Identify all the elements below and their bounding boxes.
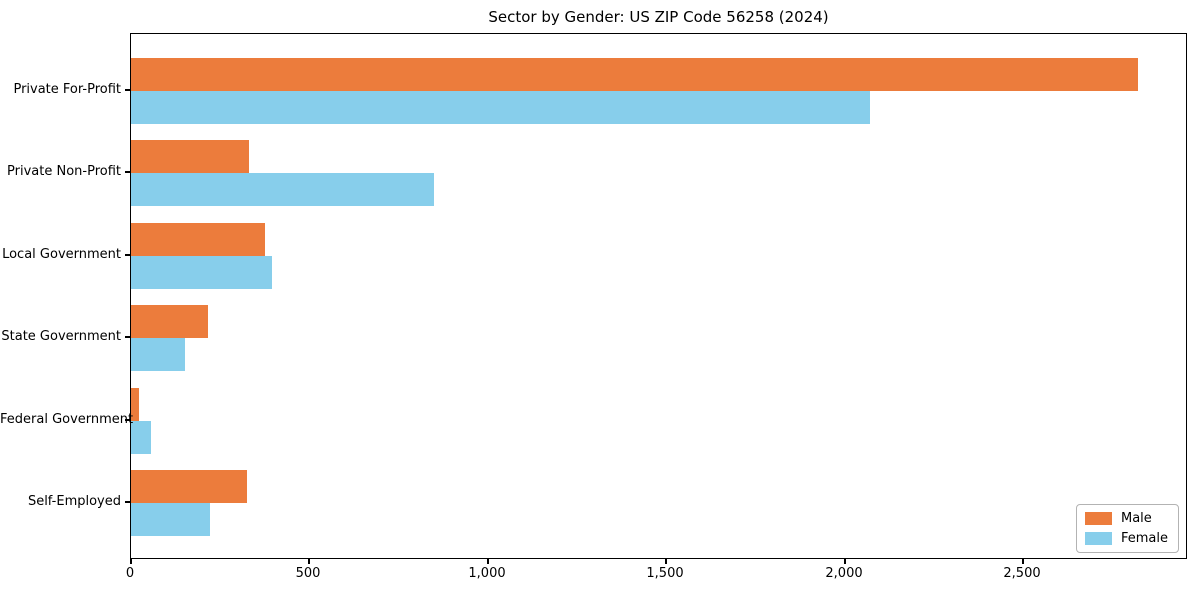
y-category-label-local-government: Local Government: [2, 247, 121, 262]
bar-female-local-government: [131, 256, 272, 289]
x-tick-label-1000: 1,000: [468, 566, 506, 581]
x-tick-1500: [665, 559, 667, 564]
legend-swatch-female: [1084, 532, 1112, 545]
bar-female-private-for-profit: [131, 91, 870, 124]
bar-female-self-employed: [131, 503, 210, 536]
bar-male-private-non-profit: [131, 140, 249, 173]
bar-male-state-government: [131, 305, 208, 338]
y-tick-federal-government: [125, 419, 130, 421]
y-tick-local-government: [125, 254, 130, 256]
bar-female-state-government: [131, 338, 185, 371]
y-category-label-private-for-profit: Private For-Profit: [13, 82, 121, 97]
bar-female-federal-government: [131, 421, 151, 454]
bar-male-federal-government: [131, 388, 139, 421]
plot-area: [130, 33, 1187, 559]
legend-item-female: Female: [1084, 531, 1168, 546]
y-tick-private-for-profit: [125, 89, 130, 91]
legend-item-male: Male: [1084, 511, 1168, 526]
y-category-label-private-non-profit: Private Non-Profit: [7, 164, 121, 179]
legend-swatch-male: [1084, 512, 1112, 525]
y-category-label-self-employed: Self-Employed: [27, 494, 121, 509]
bar-male-self-employed: [131, 470, 247, 503]
legend-label-male: Male: [1120, 511, 1152, 526]
chart-title: Sector by Gender: US ZIP Code 56258 (202…: [488, 8, 829, 26]
y-category-label-state-government: State Government: [1, 329, 121, 344]
bar-female-private-non-profit: [131, 173, 434, 206]
x-tick-label-1500: 1,500: [646, 566, 684, 581]
x-tick-label-2500: 2,500: [1003, 566, 1041, 581]
x-tick-label-0: 0: [125, 566, 135, 581]
y-tick-state-government: [125, 336, 130, 338]
x-tick-500: [308, 559, 310, 564]
y-category-label-federal-government: Federal Government: [0, 412, 134, 427]
y-tick-self-employed: [125, 501, 130, 503]
legend-label-female: Female: [1120, 531, 1168, 546]
bar-male-private-for-profit: [131, 58, 1138, 91]
x-tick-1000: [487, 559, 489, 564]
bar-male-local-government: [131, 223, 265, 256]
legend: Male Female: [1075, 504, 1179, 553]
x-tick-label-2000: 2,000: [825, 566, 863, 581]
y-tick-private-non-profit: [125, 171, 130, 173]
x-tick-2500: [1022, 559, 1024, 564]
x-tick-2000: [844, 559, 846, 564]
x-tick-0: [130, 559, 132, 564]
x-tick-label-500: 500: [295, 566, 321, 581]
